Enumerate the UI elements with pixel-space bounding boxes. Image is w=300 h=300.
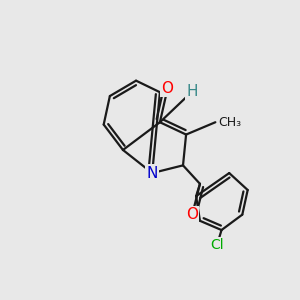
Text: O: O xyxy=(186,207,198,222)
Text: O: O xyxy=(162,81,174,96)
Text: Cl: Cl xyxy=(210,238,224,252)
Text: CH₃: CH₃ xyxy=(218,116,242,129)
Text: H: H xyxy=(187,84,198,99)
Text: N: N xyxy=(146,166,158,181)
